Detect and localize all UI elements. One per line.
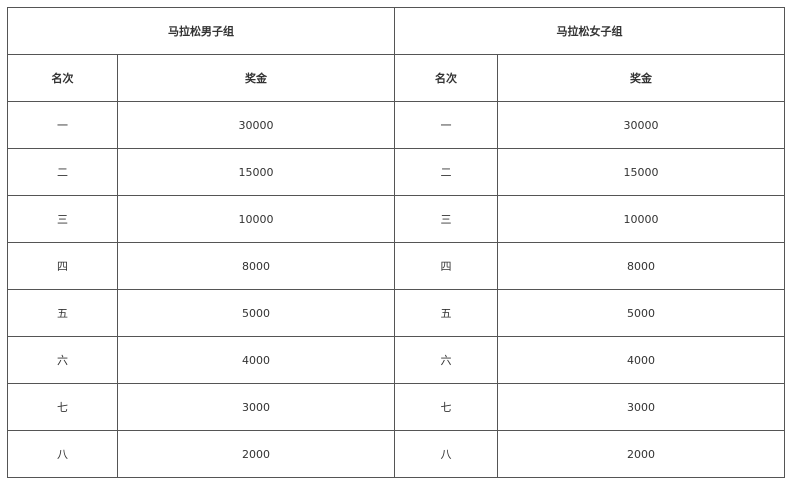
women-prize-cell: 15000 [497, 148, 785, 196]
table-row: 二 15000 二 15000 [7, 148, 785, 196]
women-rank-cell: 六 [394, 336, 498, 384]
men-prize-cell: 8000 [117, 242, 395, 290]
table-row: 一 30000 一 30000 [7, 101, 785, 149]
women-prize-cell: 8000 [497, 242, 785, 290]
women-group-header: 马拉松女子组 [394, 7, 785, 55]
women-rank-cell: 一 [394, 101, 498, 149]
men-rank-cell: 五 [7, 289, 118, 337]
men-rank-header: 名次 [7, 54, 118, 102]
women-prize-header: 奖金 [497, 54, 785, 102]
men-prize-cell: 4000 [117, 336, 395, 384]
table-row: 四 8000 四 8000 [7, 242, 785, 290]
women-rank-cell: 三 [394, 195, 498, 243]
men-prize-cell: 15000 [117, 148, 395, 196]
men-prize-cell: 2000 [117, 430, 395, 478]
men-rank-cell: 一 [7, 101, 118, 149]
women-rank-cell: 五 [394, 289, 498, 337]
men-rank-cell: 二 [7, 148, 118, 196]
table-row: 五 5000 五 5000 [7, 289, 785, 337]
column-header-row: 名次 奖金 名次 奖金 [7, 54, 785, 102]
women-rank-cell: 七 [394, 383, 498, 431]
group-header-row: 马拉松男子组 马拉松女子组 [7, 7, 785, 55]
women-rank-cell: 二 [394, 148, 498, 196]
men-prize-cell: 30000 [117, 101, 395, 149]
table-row: 三 10000 三 10000 [7, 195, 785, 243]
women-rank-cell: 四 [394, 242, 498, 290]
women-prize-cell: 4000 [497, 336, 785, 384]
men-group-header: 马拉松男子组 [7, 7, 395, 55]
table-row: 七 3000 七 3000 [7, 383, 785, 431]
women-prize-cell: 10000 [497, 195, 785, 243]
women-prize-cell: 2000 [497, 430, 785, 478]
men-rank-cell: 七 [7, 383, 118, 431]
women-rank-cell: 八 [394, 430, 498, 478]
men-rank-cell: 八 [7, 430, 118, 478]
men-prize-header: 奖金 [117, 54, 395, 102]
women-prize-cell: 30000 [497, 101, 785, 149]
men-prize-cell: 3000 [117, 383, 395, 431]
men-rank-cell: 四 [7, 242, 118, 290]
table-row: 八 2000 八 2000 [7, 430, 785, 478]
women-prize-cell: 3000 [497, 383, 785, 431]
men-prize-cell: 10000 [117, 195, 395, 243]
women-prize-cell: 5000 [497, 289, 785, 337]
table-row: 六 4000 六 4000 [7, 336, 785, 384]
prize-table: 马拉松男子组 马拉松女子组 名次 奖金 名次 奖金 一 30000 一 30000 二 1… [7, 7, 785, 478]
women-rank-header: 名次 [394, 54, 498, 102]
men-prize-cell: 5000 [117, 289, 395, 337]
men-rank-cell: 六 [7, 336, 118, 384]
men-rank-cell: 三 [7, 195, 118, 243]
